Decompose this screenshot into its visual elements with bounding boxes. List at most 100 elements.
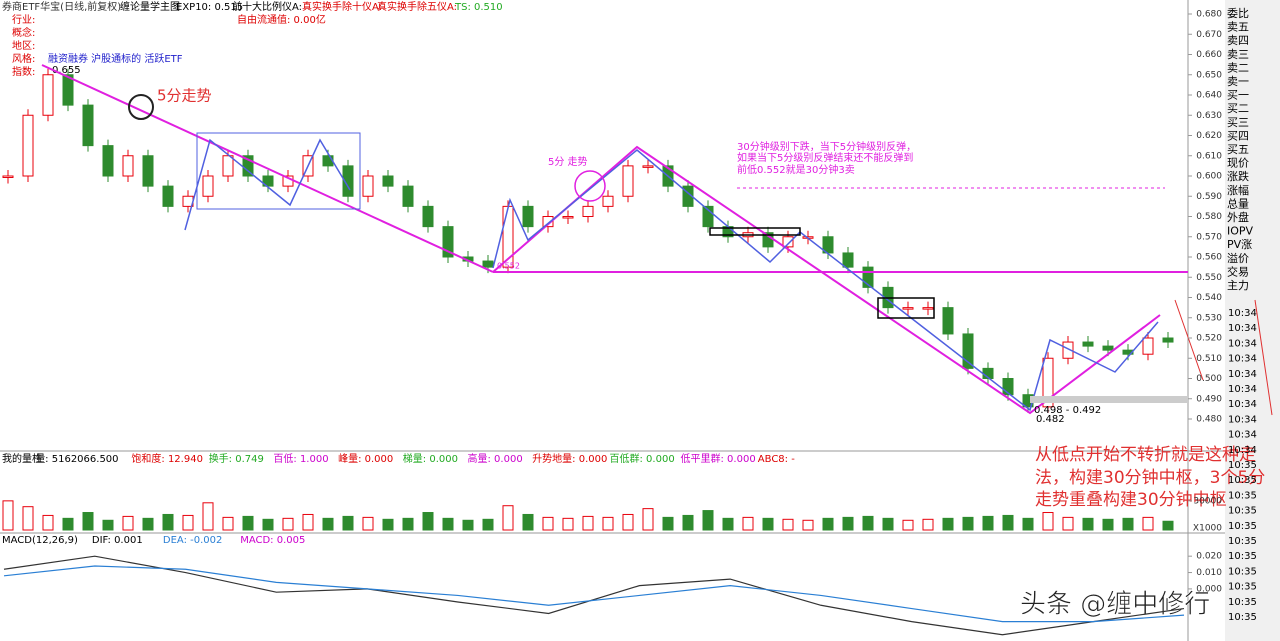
comment: 从低点开始不转折就是这种走 bbox=[1035, 445, 1256, 465]
side-time: 10:35 bbox=[1228, 551, 1257, 562]
turn5: 真实换手除五仪A: bbox=[377, 0, 457, 13]
volume-bar bbox=[642, 508, 654, 531]
candle-body bbox=[562, 216, 574, 219]
candle-body bbox=[642, 165, 654, 168]
side-time: 10:34 bbox=[1228, 354, 1257, 365]
info-label: 概念: bbox=[12, 26, 35, 39]
candle-body bbox=[82, 104, 94, 147]
side-time: 10:35 bbox=[1228, 521, 1257, 532]
side-time: 10:34 bbox=[1228, 308, 1257, 319]
volume-bar bbox=[42, 514, 54, 531]
volume-bar bbox=[1102, 518, 1114, 531]
y-tick-label: 0.520 bbox=[1196, 334, 1222, 344]
side-label: 买三 bbox=[1227, 116, 1249, 129]
side-label: 总量 bbox=[1227, 196, 1249, 210]
volume-bar bbox=[462, 519, 474, 531]
side-label: 溢价 bbox=[1227, 251, 1249, 265]
candle-body bbox=[1142, 337, 1154, 355]
annotation: 5分走势 bbox=[157, 87, 212, 105]
candle-body bbox=[542, 216, 554, 228]
side-label: 委比 bbox=[1227, 7, 1249, 20]
y-tick-label: 30000 bbox=[1193, 496, 1222, 506]
candle-body bbox=[1042, 357, 1054, 408]
arrow bbox=[1254, 299, 1273, 416]
volume-bar bbox=[902, 519, 914, 531]
candle-body bbox=[102, 145, 114, 177]
annotation: 如果当下5分级别反弹结束还不能反弹到 bbox=[737, 151, 913, 164]
y-tick-label: 0.620 bbox=[1196, 131, 1222, 141]
volume-bar bbox=[602, 516, 614, 531]
side-time: 10:35 bbox=[1228, 490, 1257, 501]
volume-bar bbox=[762, 517, 774, 531]
peak-label: 0.655 bbox=[52, 65, 81, 76]
volume-bar bbox=[922, 518, 934, 531]
side-time: 10:34 bbox=[1228, 445, 1257, 456]
y-tick-label: 0.020 bbox=[1196, 552, 1222, 562]
unit-label: X1000 bbox=[1193, 524, 1222, 534]
trend-line bbox=[41, 64, 494, 273]
candle-body bbox=[202, 175, 214, 197]
side-time: 10:35 bbox=[1228, 597, 1257, 608]
candle-body bbox=[262, 175, 274, 187]
side-time: 10:35 bbox=[1228, 536, 1257, 547]
float-value: 自由流通值: 0.00亿 bbox=[237, 13, 326, 26]
watermark: 头条 @缠中修行 bbox=[1020, 590, 1210, 620]
volume-bar bbox=[362, 516, 374, 531]
volume-bar bbox=[162, 513, 174, 531]
volume-bar bbox=[342, 515, 354, 531]
info-label: 地区: bbox=[12, 39, 35, 52]
y-tick-label: 0.010 bbox=[1196, 568, 1222, 578]
volume-bar bbox=[522, 513, 534, 531]
y-tick-label: 0.480 bbox=[1196, 415, 1222, 425]
candle-body bbox=[1062, 341, 1074, 359]
side-panel bbox=[1225, 0, 1280, 641]
volume-bar bbox=[662, 516, 674, 531]
candle-body bbox=[1162, 337, 1174, 343]
volume-header: 梯量: 0.000 bbox=[403, 452, 458, 465]
info-label: 指数: bbox=[12, 65, 35, 78]
side-time: 10:34 bbox=[1228, 384, 1257, 395]
y-tick-label: 0.640 bbox=[1196, 91, 1222, 101]
volume-bar bbox=[82, 512, 94, 531]
candle-body bbox=[422, 205, 434, 228]
y-tick-label: 0.680 bbox=[1196, 10, 1222, 20]
candle-body bbox=[402, 185, 414, 207]
volume-bar bbox=[882, 517, 894, 531]
tags: 融资融券 沪股通标的 活跃ETF bbox=[48, 52, 183, 65]
side-label: 卖二 bbox=[1227, 61, 1249, 74]
volume-bar bbox=[502, 505, 514, 531]
y-tick-label: 0.490 bbox=[1196, 394, 1222, 404]
volume-bar bbox=[222, 516, 234, 531]
volume-bar bbox=[562, 517, 574, 531]
y-tick-label: 0.660 bbox=[1196, 50, 1222, 60]
volume-bar bbox=[1062, 516, 1074, 531]
candle-body bbox=[162, 185, 174, 207]
macd-header: MACD(12,26,9) bbox=[2, 535, 78, 546]
volume-bar bbox=[1082, 517, 1094, 531]
candle-body bbox=[342, 165, 354, 197]
volume-bar bbox=[382, 518, 394, 531]
volume-header: 量: 5162066.500 bbox=[35, 453, 118, 465]
volume-bar bbox=[322, 517, 334, 531]
side-time: 10:35 bbox=[1228, 566, 1257, 577]
y-tick-label: 0.530 bbox=[1196, 313, 1222, 323]
volume-bar bbox=[442, 517, 454, 531]
y-tick-label: 0.570 bbox=[1196, 232, 1222, 242]
side-time: 10:34 bbox=[1228, 323, 1257, 334]
candle-body bbox=[322, 155, 334, 167]
candle-body bbox=[222, 155, 234, 177]
arrow bbox=[1174, 299, 1204, 381]
side-time: 10:35 bbox=[1228, 612, 1257, 623]
side-time: 10:34 bbox=[1228, 369, 1257, 380]
side-label: 买四 bbox=[1227, 129, 1249, 142]
side-time: 10:34 bbox=[1228, 430, 1257, 441]
side-label: 外盘 bbox=[1227, 210, 1249, 224]
volume-bar bbox=[782, 518, 794, 531]
annotation: 0.482 bbox=[1036, 414, 1065, 425]
stroke-line bbox=[492, 149, 1159, 412]
side-time: 10:35 bbox=[1228, 582, 1257, 593]
annotation: 30分钟级别下跌，当下5分钟级别反弹， bbox=[737, 140, 916, 153]
side-label: 买五 bbox=[1227, 143, 1249, 156]
volume-bar bbox=[942, 517, 954, 531]
